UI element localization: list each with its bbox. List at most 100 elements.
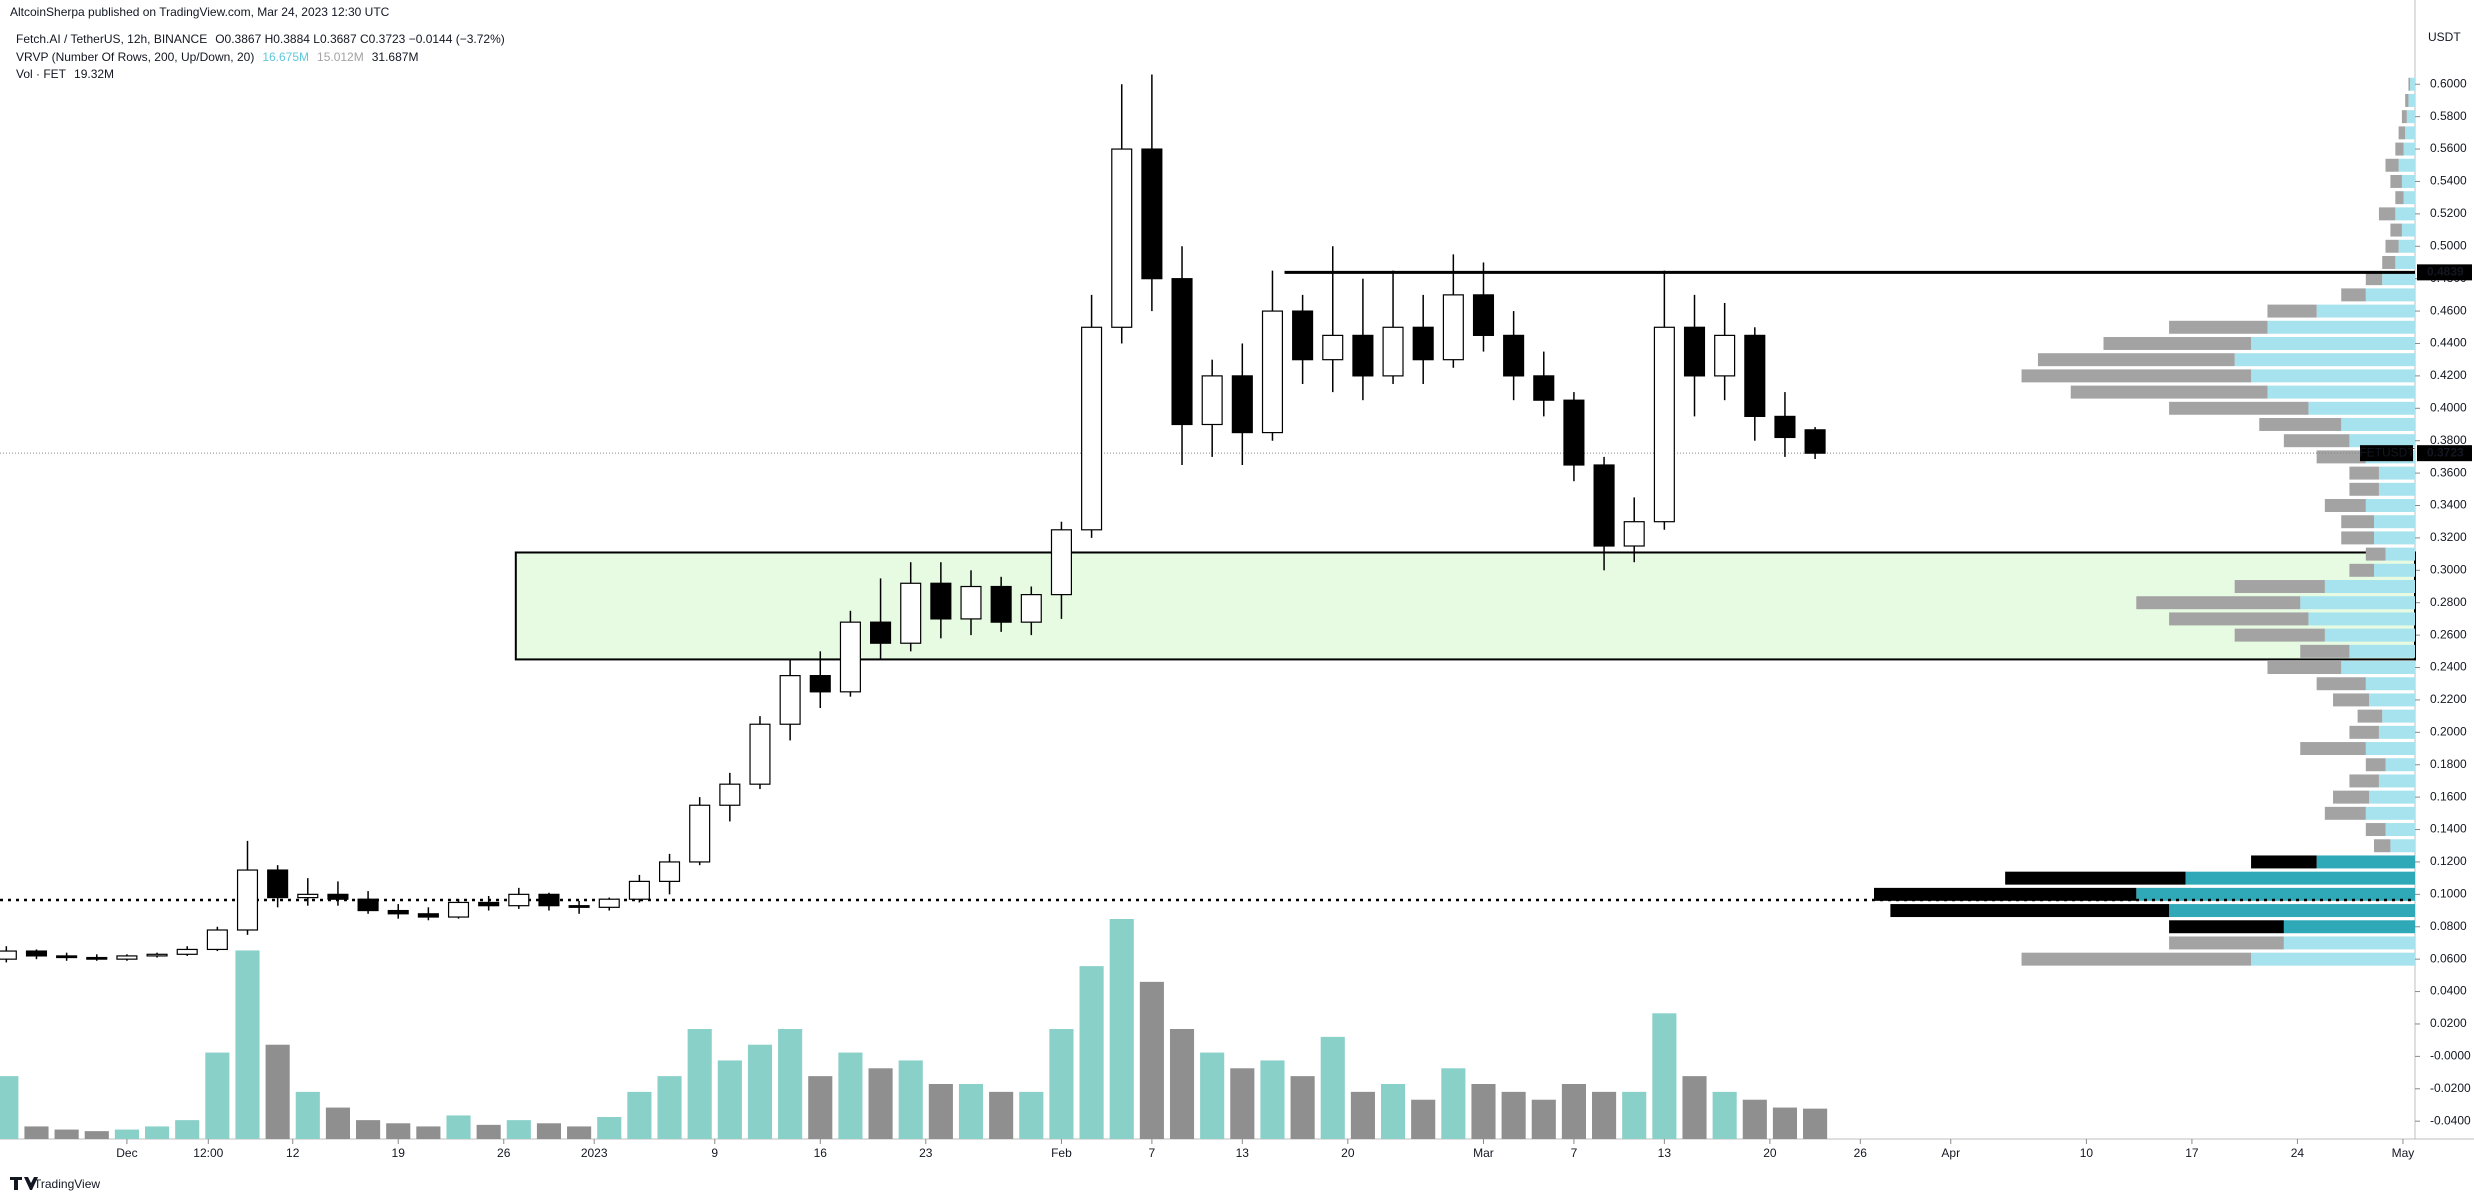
vrvp-up xyxy=(2385,758,2415,772)
candle-body xyxy=(538,893,560,907)
volume-bar xyxy=(1079,966,1104,1139)
vrvp-up xyxy=(2234,353,2415,367)
volume-bar xyxy=(1169,1029,1195,1139)
volume-bar xyxy=(898,1060,923,1139)
candle-body xyxy=(1020,594,1042,623)
x-tick-label: Feb xyxy=(1051,1146,1072,1160)
volume-bar xyxy=(114,1129,139,1139)
y-tick-label: 0.1200 xyxy=(2430,854,2467,868)
vrvp-up xyxy=(2374,531,2415,545)
volume-bar xyxy=(1230,1068,1255,1139)
volume-bar xyxy=(0,1076,19,1139)
y-tick-label: 0.3200 xyxy=(2430,530,2467,544)
vrvp-up xyxy=(2403,142,2415,156)
y-tick-label: 0.0600 xyxy=(2430,951,2467,965)
x-tick-label: 13 xyxy=(1236,1146,1250,1160)
x-tick-label: 16 xyxy=(814,1146,828,1160)
vrvp-down xyxy=(2103,337,2252,350)
y-tick-label: 0.2800 xyxy=(2430,595,2467,609)
vrvp-down xyxy=(2169,920,2284,934)
vrvp-up xyxy=(2316,855,2415,869)
x-tick-label: 19 xyxy=(392,1146,406,1160)
volume-bar xyxy=(24,1126,49,1139)
vrvp-down xyxy=(2021,369,2252,383)
x-tick-label: 10 xyxy=(2080,1146,2094,1160)
candle-body xyxy=(1412,326,1434,361)
candle-body xyxy=(327,893,349,900)
volume-bar xyxy=(476,1124,501,1139)
x-tick-label: 24 xyxy=(2291,1146,2305,1160)
vrvp-down xyxy=(2283,434,2350,448)
candle-body xyxy=(598,898,620,908)
vrvp-down xyxy=(1890,904,2170,918)
vrvp-down xyxy=(2169,936,2284,950)
vrvp-up xyxy=(2374,563,2415,577)
candle-body xyxy=(297,893,319,899)
x-tick-label: 26 xyxy=(497,1146,511,1160)
y-tick-label: 0.0200 xyxy=(2430,1016,2467,1030)
vrvp-down xyxy=(2382,255,2396,269)
candle-body xyxy=(1081,326,1103,531)
candle-body xyxy=(176,948,198,955)
vrvp-line: VRVP (Number Of Rows, 200, Up/Down, 20) 1… xyxy=(16,50,418,64)
vrvp-down xyxy=(2374,839,2391,853)
volume-bar xyxy=(1049,1029,1074,1139)
vrvp-down xyxy=(2349,482,2379,496)
x-tick-label: 26 xyxy=(1854,1146,1868,1160)
volume-bar xyxy=(627,1091,652,1139)
vrvp-up xyxy=(2185,871,2415,885)
candle-body xyxy=(658,861,681,882)
vrvp-up xyxy=(2403,191,2415,205)
candle-body xyxy=(1261,310,1284,434)
vrvp-down xyxy=(2349,466,2379,480)
volume-bar xyxy=(1561,1084,1586,1139)
candle-body xyxy=(870,621,892,644)
vrvp-up xyxy=(2349,644,2415,658)
candle-body xyxy=(1804,429,1826,454)
volume-bar xyxy=(1109,919,1134,1139)
candle-body xyxy=(1774,415,1796,439)
vrvp-up xyxy=(2385,547,2415,561)
volume-bar xyxy=(265,1044,290,1139)
candle-body xyxy=(568,905,590,908)
y-tick-label: 0.1400 xyxy=(2430,822,2467,836)
x-tick-label: 17 xyxy=(2185,1146,2199,1160)
candle-body xyxy=(839,621,861,693)
x-tick-label: 20 xyxy=(1341,1146,1355,1160)
volume-bar xyxy=(386,1123,411,1139)
y-tick-label: 0.0800 xyxy=(2430,919,2467,933)
vrvp-up xyxy=(2369,693,2415,707)
candle-body xyxy=(628,880,650,900)
vrvp-down xyxy=(2169,612,2309,626)
y-tick-label: -0.0000 xyxy=(2430,1049,2471,1063)
vrvp-down xyxy=(2169,401,2309,415)
vrvp-down xyxy=(2341,531,2375,545)
last-price-box xyxy=(2417,445,2472,462)
volume-bar xyxy=(356,1120,381,1139)
brand-logo xyxy=(10,1177,38,1190)
volume-bar xyxy=(687,1029,712,1139)
candle-body xyxy=(1533,375,1555,401)
vrvp-up xyxy=(2251,337,2415,350)
candle-body xyxy=(146,953,168,957)
candle-body xyxy=(267,869,289,899)
y-tick-label: -0.0400 xyxy=(2430,1113,2471,1127)
y-tick-label: 0.2200 xyxy=(2430,692,2467,706)
candle-body xyxy=(990,585,1012,623)
vrvp-down xyxy=(2169,320,2268,334)
vrvp-down xyxy=(2324,499,2366,512)
candle-body xyxy=(809,675,831,693)
vrvp-up: 16.675M xyxy=(262,50,309,64)
vrvp-down xyxy=(2300,644,2350,658)
x-tick-label: 12 xyxy=(286,1146,300,1160)
vrvp-down xyxy=(2408,77,2411,91)
volume-bar xyxy=(1200,1052,1225,1139)
vrvp-down xyxy=(2005,871,2186,885)
candle-body xyxy=(1653,326,1675,523)
candle-body xyxy=(0,950,17,960)
volume-bar xyxy=(446,1115,471,1139)
vrvp-down xyxy=(2341,288,2366,302)
volume-bar xyxy=(1350,1091,1375,1139)
candle-body xyxy=(1231,375,1253,434)
vrvp-down xyxy=(2365,272,2383,286)
